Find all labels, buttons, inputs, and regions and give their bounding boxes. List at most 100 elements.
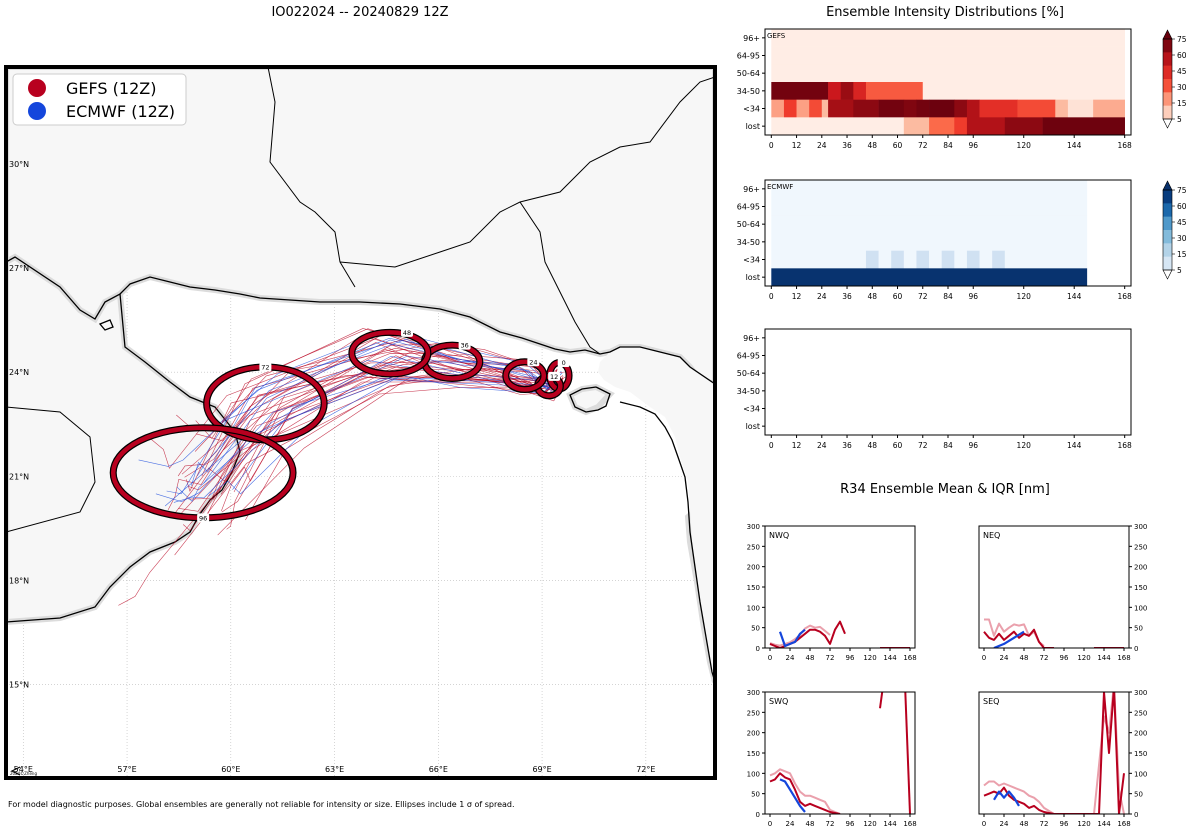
row-label: 96+ bbox=[743, 34, 760, 43]
row-label: 34-50 bbox=[737, 87, 760, 96]
r34-x-tick-label: 120 bbox=[1077, 820, 1090, 828]
heatmap-cell bbox=[929, 117, 955, 136]
r34-panel-neq: NEQ 0 24 48 72 96 120 144 168 0 50 100 150 200 250 300 bbox=[978, 523, 1147, 662]
r34-y-tick-label: 200 bbox=[1134, 730, 1147, 738]
ecmwf-mean-line bbox=[993, 790, 1020, 807]
ellipse-hour-label: 72 bbox=[261, 364, 269, 372]
heatmap-model-label: ECMWF bbox=[767, 183, 793, 191]
colorbar-segment bbox=[1163, 230, 1172, 244]
hour-tick-label: 72 bbox=[918, 141, 928, 150]
colorbar-segment bbox=[1163, 79, 1172, 93]
ellipse-label-bg bbox=[458, 340, 471, 350]
lon-tick-label: 72°E bbox=[636, 765, 655, 774]
gefs-mean-line bbox=[983, 628, 1054, 648]
hour-tick-label: 84 bbox=[943, 441, 953, 450]
heatmap-cell bbox=[1004, 250, 1088, 269]
border-iran-afghanistan bbox=[267, 67, 356, 288]
heatmap-cell bbox=[929, 250, 942, 269]
ellipse-label-bg bbox=[401, 327, 414, 337]
panel-quadrant-label: NWQ bbox=[769, 531, 789, 540]
legend-box bbox=[12, 73, 187, 126]
border-afghanistan-pakistan bbox=[339, 76, 715, 268]
r34-y-tick-label: 250 bbox=[1134, 709, 1147, 717]
panel-plot-area bbox=[983, 692, 1125, 814]
panel-plot-area bbox=[769, 620, 910, 648]
r34-x-tick-label: 48 bbox=[1020, 654, 1029, 662]
lat-tick-label: 15°N bbox=[9, 680, 29, 689]
r34-y-tick-label: 0 bbox=[756, 811, 760, 819]
r34-x-tick-label: 72 bbox=[826, 654, 835, 662]
heatmap-cell bbox=[878, 250, 892, 269]
heatmap-cell bbox=[771, 46, 1125, 65]
r34-y-tick-label: 50 bbox=[1134, 791, 1143, 799]
r34-y-tick-label: 150 bbox=[747, 584, 760, 592]
hour-tick-label: 120 bbox=[1017, 441, 1032, 450]
heatmap-cell bbox=[821, 99, 829, 118]
heatmap-model-label: GEFS bbox=[767, 32, 786, 40]
coastline-gujarat bbox=[569, 386, 611, 413]
heatmap-cell bbox=[828, 82, 842, 100]
row-label: lost bbox=[746, 273, 760, 282]
ellipse-hour-label: 36 bbox=[460, 342, 468, 350]
panel-quadrant-label: NEQ bbox=[983, 531, 1000, 540]
colorbar-tick-label: 15 bbox=[1177, 99, 1187, 108]
lon-tick-label: 63°E bbox=[325, 765, 344, 774]
row-label: 64-95 bbox=[737, 52, 760, 61]
heatmap-cell bbox=[979, 99, 1018, 118]
heatmap-cell bbox=[771, 233, 1088, 251]
row-label: 64-95 bbox=[737, 352, 760, 361]
r34-title: R34 Ensemble Mean & IQR [nm] bbox=[840, 482, 1050, 497]
r34-x-tick-label: 168 bbox=[903, 820, 916, 828]
map-axis-labels: 54°E 57°E 60°E 63°E 66°E 69°E 72°E 15°N 18°N 21°N… bbox=[9, 160, 655, 774]
colorbar-frame bbox=[1162, 38, 1173, 120]
colorbar-segment bbox=[1163, 203, 1172, 217]
lon-tick-label: 66°E bbox=[429, 765, 448, 774]
hour-tick-label: 96 bbox=[968, 292, 978, 301]
hour-tick-label: 36 bbox=[842, 441, 852, 450]
colorbar-max-arrow bbox=[1162, 29, 1173, 40]
panel-plot-area bbox=[769, 692, 911, 814]
heatmap-cell bbox=[771, 215, 1088, 234]
ellipse-hour-label: 24 bbox=[529, 358, 537, 366]
colorbar-segment bbox=[1163, 216, 1172, 231]
attribution: 2024©Zheng bbox=[10, 766, 37, 776]
heatmap-cell bbox=[771, 197, 1088, 216]
heatmap-cell bbox=[1067, 99, 1094, 118]
r34-x-tick-label: 24 bbox=[786, 654, 795, 662]
coastline-arabia bbox=[6, 256, 241, 623]
heatmap-cell bbox=[771, 64, 1125, 83]
heatmap-cell bbox=[891, 250, 905, 269]
intensity-title: Ensemble Intensity Distributions [%] bbox=[826, 5, 1064, 20]
heatmap-cell bbox=[966, 250, 980, 269]
ecmwf-mean-line bbox=[778, 628, 806, 648]
heatmap-cell bbox=[979, 250, 993, 269]
heatmap-cell bbox=[865, 82, 924, 100]
heatmap-cell bbox=[853, 99, 879, 118]
ecmwf-mean-line bbox=[779, 778, 806, 813]
hour-tick-label: 96 bbox=[968, 141, 978, 150]
r34-y-tick-label: 250 bbox=[747, 709, 760, 717]
r34-x-tick-label: 120 bbox=[863, 820, 876, 828]
r34-y-tick-label: 100 bbox=[1134, 604, 1147, 612]
hour-tick-label: 96 bbox=[968, 441, 978, 450]
r34-y-tick-label: 100 bbox=[747, 604, 760, 612]
coastlines bbox=[6, 256, 715, 683]
hour-tick-label: 84 bbox=[943, 292, 953, 301]
attribution-text: 2024©Zheng bbox=[10, 771, 37, 776]
r34-y-tick-label: 150 bbox=[747, 750, 760, 758]
heatmap-cell bbox=[1042, 117, 1125, 136]
r34-x-tick-label: 48 bbox=[806, 654, 815, 662]
heatmap-cell bbox=[992, 250, 1006, 269]
hour-tick-label: 12 bbox=[792, 441, 802, 450]
gefs-mean-line bbox=[769, 620, 846, 648]
r34-x-tick-label: 96 bbox=[1060, 654, 1069, 662]
ecmwf-intensity-heatmap: 96+ 64-95 50-64 34-50 <34 lost 0 12 24 36 48 60 72 84… bbox=[737, 179, 1132, 301]
heatmap-cell bbox=[1017, 99, 1056, 118]
hour-tick-label: 120 bbox=[1017, 141, 1032, 150]
hour-tick-label: 36 bbox=[842, 292, 852, 301]
gefs-iqr-line bbox=[983, 692, 1125, 814]
land-india-west-coast bbox=[598, 347, 715, 682]
coastline-india-west bbox=[619, 401, 715, 683]
hour-tick-label: 36 bbox=[842, 141, 852, 150]
r34-x-tick-label: 144 bbox=[883, 654, 897, 662]
